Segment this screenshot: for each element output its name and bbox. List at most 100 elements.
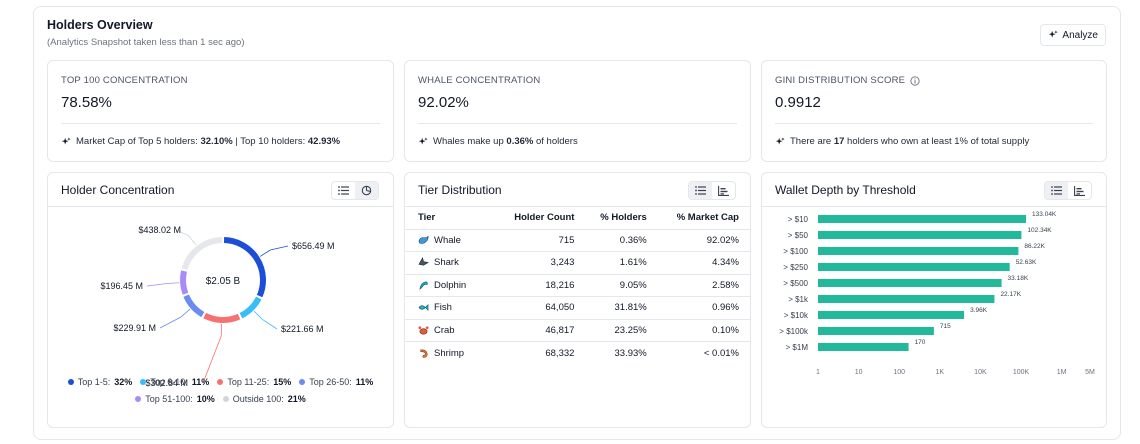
legend-item[interactable]: Top 1-5: 32% [67,377,132,387]
donut-slice-top-6-10[interactable] [239,296,262,319]
wallet-depth-panel: Wallet Depth by Threshold > $10 133.04K > … [761,172,1107,428]
whale-icon [418,235,429,246]
x-tick-label: 1K [936,369,945,376]
x-tick-label: 10 [855,369,863,376]
shark-icon [418,257,429,268]
donut-legend-row-1: Top 1-5: 32% Top 6-10: 11% Top 11-25: 15% T… [48,377,393,387]
stat-divider [418,123,737,124]
donut-value-label: $656.49 M [292,241,335,251]
info-icon[interactable] [910,75,920,86]
tier-name: Whale [434,234,461,246]
foot-text: of holders [533,136,578,147]
list-icon [695,186,706,195]
table-row[interactable]: Shark 3,243 1.61% 4.34% [405,251,750,275]
donut-slice-top-51-100[interactable] [180,270,189,295]
bar-category-label: > $50 [788,231,809,240]
bar-value-label: 170 [915,339,926,346]
donut-slice-top-11-25[interactable] [203,312,241,323]
legend-percent: 10% [196,394,215,404]
donut-leader-line [253,310,278,330]
column-header[interactable]: Tier [405,207,496,230]
depth-bar[interactable] [818,231,1022,239]
list-view-button[interactable] [332,182,355,199]
holders-percent-cell: 33.93% [614,347,647,359]
stat-value: 0.9912 [775,94,821,111]
bar-chart-icon [718,185,729,196]
legend-item[interactable]: Outside 100: 21% [222,394,306,404]
holder-count-cell: 18,216 [495,274,586,297]
pie-view-button[interactable] [355,182,378,199]
x-tick-label: 1M [1057,369,1067,376]
list-icon [338,186,349,195]
panel-title: Holder Concentration [61,183,175,197]
foot-text: Market Cap of Top 5 holders: [76,136,201,147]
bar-category-label: > $500 [783,279,808,288]
bar-view-button[interactable] [1068,182,1091,199]
depth-bar[interactable] [818,263,1010,271]
donut-value-label: $302.84 M [145,378,188,388]
stat-card-top100: TOP 100 CONCENTRATION 78.58% Market Cap … [47,60,394,162]
list-icon [1051,186,1062,195]
bar-view-button[interactable] [712,182,735,199]
legend-item[interactable]: Top 11-25: 15% [217,377,291,387]
fish-icon [418,302,429,313]
stat-footnote: Whales make up 0.36% of holders [418,136,578,147]
depth-bar[interactable] [818,327,934,335]
donut-slice-outside-100[interactable] [181,237,223,270]
tier-name: Shark [434,257,459,269]
stat-value: 78.58% [61,94,112,111]
analyze-button[interactable]: Analyze [1040,24,1106,46]
table-row[interactable]: Crab 46,817 23.25% 0.10% [405,319,750,342]
market-cap-percent-cell: 92.02% [657,229,750,252]
donut-slice-top-26-50[interactable] [183,294,205,318]
view-toggle [688,181,736,200]
market-cap-percent-cell: 4.34% [657,251,750,275]
stat-label: GINI DISTRIBUTION SCORE [775,75,906,86]
bar-category-label: > $1k [788,295,809,304]
list-view-button[interactable] [689,182,712,199]
holder-count-cell: 64,050 [495,296,586,320]
bar-value-label: 715 [940,323,951,330]
legend-item[interactable]: Top 51-100: 10% [135,394,215,404]
pie-chart-icon [361,185,372,196]
holder-count-cell: 46,817 [495,319,586,342]
depth-bar[interactable] [818,279,1002,287]
depth-bar[interactable] [818,295,995,303]
column-header[interactable]: Holder Count [495,207,586,230]
holder-count-cell: 68,332 [545,347,575,359]
holders-percent-cell: 31.81% [585,296,658,320]
legend-label: Top 51-100: [145,394,193,404]
list-view-button[interactable] [1045,182,1068,199]
tier-cell: Shrimp [405,342,496,365]
depth-bar[interactable] [818,311,965,319]
table-row[interactable]: Shrimp 68,332 33.93% < 0.01% [405,342,750,365]
column-header[interactable]: % Holders [585,207,658,230]
stat-divider [61,123,380,124]
table-row[interactable]: Whale 715 0.36% 92.02% [405,229,750,252]
donut-legend-row-2: Top 51-100: 10% Outside 100: 21% [48,394,393,404]
stat-label: TOP 100 CONCENTRATION [61,75,188,86]
sparkle-icon [61,136,71,144]
donut-leader-line [202,323,223,384]
donut-center-total: $2.05 B [206,276,241,287]
depth-bar[interactable] [818,247,1019,255]
legend-label: Top 11-25: [227,377,270,387]
bar-category-label: > $10 [788,215,809,224]
sparkle-icon [418,136,428,144]
holders-percent-cell: 9.05% [585,274,658,297]
legend-item[interactable]: Top 26-50: 11% [299,377,373,387]
legend-dot [299,379,306,385]
table-row[interactable]: Dolphin 18,216 9.05% 2.58% [405,274,750,297]
table-row[interactable]: Fish 64,050 31.81% 0.96% [405,296,750,320]
legend-dot [217,379,224,385]
column-header[interactable]: % Market Cap [657,207,750,230]
depth-bar[interactable] [818,215,1027,223]
stat-footnote: Market Cap of Top 5 holders: 32.10% | To… [61,136,340,147]
depth-bar[interactable] [818,343,909,351]
tier-cell: Shark [405,251,496,275]
donut-slice-top-1-5[interactable] [223,237,266,298]
legend-item[interactable]: Top 6-10: 11% [140,377,209,387]
legend-dot [140,379,147,385]
tier-table: Tier Holder Count % Holders % Market Cap… [405,207,750,364]
stat-card-whale: WHALE CONCENTRATION 92.02% Whales make u… [404,60,751,162]
